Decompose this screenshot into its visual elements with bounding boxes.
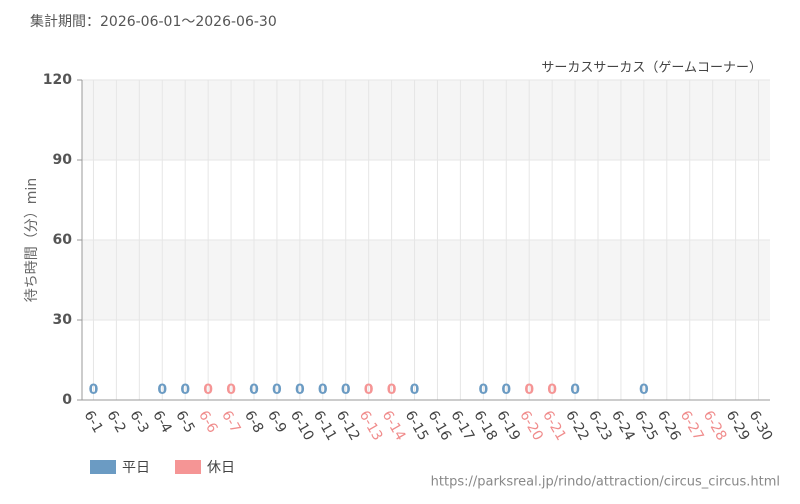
x-tick-label: 6-11 bbox=[310, 408, 340, 444]
source-url: https://parksreal.jp/rindo/attraction/ci… bbox=[431, 475, 780, 490]
x-tick-label: 6-18 bbox=[470, 408, 500, 444]
chart-title: 集計期間：2026-06-01～2026-06-30 bbox=[30, 13, 277, 30]
x-tick-label: 6-24 bbox=[608, 408, 638, 444]
data-label: 0 bbox=[524, 382, 534, 398]
y-tick-label: 60 bbox=[53, 232, 73, 248]
x-tick-label: 6-30 bbox=[746, 408, 776, 444]
legend-swatch bbox=[175, 460, 201, 474]
x-tick-label: 6-17 bbox=[447, 408, 477, 444]
data-label: 0 bbox=[639, 382, 649, 398]
x-tick-label: 6-1 bbox=[81, 408, 106, 436]
x-tick-label: 6-4 bbox=[149, 408, 174, 436]
data-label: 0 bbox=[157, 382, 167, 398]
x-tick-label: 6-14 bbox=[379, 408, 409, 444]
x-tick-label: 6-25 bbox=[631, 408, 661, 444]
x-tick-label: 6-19 bbox=[493, 408, 523, 444]
x-tick-label: 6-28 bbox=[700, 408, 730, 444]
x-tick-label: 6-3 bbox=[126, 408, 151, 436]
y-tick-label: 90 bbox=[53, 152, 73, 168]
grid-band bbox=[82, 240, 770, 320]
data-label: 0 bbox=[203, 382, 213, 398]
x-tick-label: 6-27 bbox=[677, 408, 707, 444]
x-tick-label: 6-23 bbox=[585, 408, 615, 444]
x-tick-label: 6-5 bbox=[172, 408, 197, 436]
y-tick-label: 0 bbox=[62, 392, 72, 408]
data-label: 0 bbox=[249, 382, 259, 398]
grid-band bbox=[82, 80, 770, 160]
data-label: 0 bbox=[180, 382, 190, 398]
y-axis-label: 待ち時間（分）min bbox=[24, 178, 40, 302]
data-label: 0 bbox=[547, 382, 557, 398]
x-tick-label: 6-16 bbox=[425, 408, 455, 444]
x-tick-label: 6-21 bbox=[539, 408, 569, 444]
chart-subtitle: サーカスサーカス（ゲームコーナー） bbox=[541, 61, 762, 76]
data-label: 0 bbox=[570, 382, 580, 398]
x-tick-label: 6-26 bbox=[654, 408, 684, 444]
x-tick-label: 6-8 bbox=[241, 408, 266, 436]
data-label: 0 bbox=[478, 382, 488, 398]
x-tick-label: 6-7 bbox=[218, 408, 243, 436]
x-tick-label: 6-29 bbox=[723, 408, 753, 444]
data-label: 0 bbox=[387, 382, 397, 398]
data-label: 0 bbox=[226, 382, 236, 398]
data-label: 0 bbox=[295, 382, 305, 398]
legend-label: 平日 bbox=[122, 460, 150, 476]
x-tick-label: 6-2 bbox=[103, 408, 128, 436]
data-label: 0 bbox=[501, 382, 511, 398]
data-label: 0 bbox=[410, 382, 420, 398]
data-label: 0 bbox=[341, 382, 351, 398]
x-tick-label: 6-20 bbox=[516, 408, 546, 444]
y-tick-label: 120 bbox=[43, 72, 72, 88]
x-tick-label: 6-6 bbox=[195, 408, 220, 436]
legend-swatch bbox=[90, 460, 116, 474]
data-label: 0 bbox=[364, 382, 374, 398]
data-label: 0 bbox=[318, 382, 328, 398]
x-tick-label: 6-13 bbox=[356, 408, 386, 444]
x-tick-label: 6-9 bbox=[264, 408, 289, 436]
x-tick-label: 6-22 bbox=[562, 408, 592, 444]
x-tick-label: 6-15 bbox=[402, 408, 432, 444]
y-tick-label: 30 bbox=[53, 312, 73, 328]
x-tick-label: 6-12 bbox=[333, 408, 363, 444]
data-label: 0 bbox=[89, 382, 99, 398]
legend-label: 休日 bbox=[207, 460, 235, 476]
x-tick-label: 6-10 bbox=[287, 408, 317, 444]
data-label: 0 bbox=[272, 382, 282, 398]
